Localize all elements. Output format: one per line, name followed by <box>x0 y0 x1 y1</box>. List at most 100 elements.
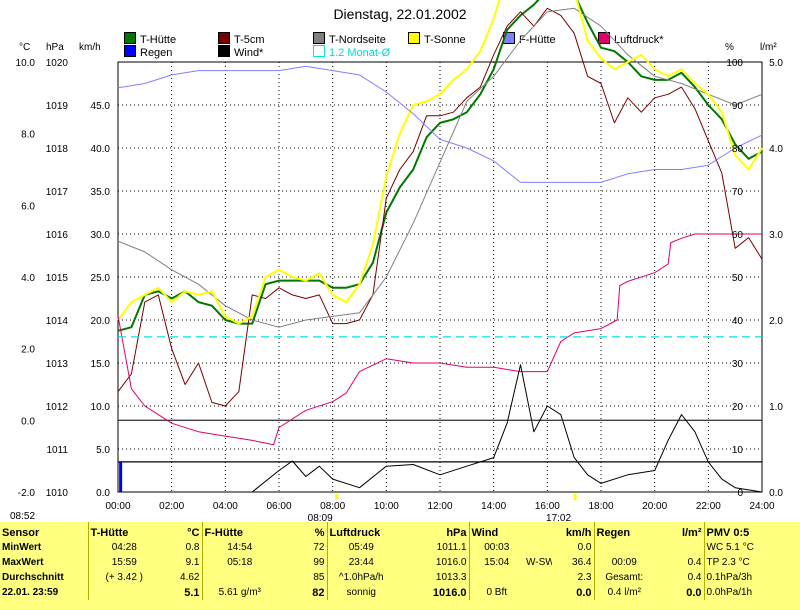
grid <box>117 61 763 493</box>
x-tick-label: 20:00 <box>642 501 667 512</box>
series-line <box>117 0 763 332</box>
col-header-pmv: PMV 0:5 <box>703 522 800 540</box>
col-header-t-huette: T-Hütte <box>87 522 160 540</box>
time-marker-label: 17:02 <box>546 513 571 522</box>
legend-label: T-Hütte <box>140 34 177 46</box>
legend-label: Regen <box>140 47 173 59</box>
stats-row-max: MaxWert 15:59 9.1 05:18 99 23:44 1016.0 … <box>0 555 800 570</box>
f-val: 72 <box>313 542 325 553</box>
time-marker-label: 08:09 <box>308 513 333 522</box>
w-time <box>468 570 524 585</box>
legend-item-t-5cm: T-5cm <box>218 32 265 46</box>
x-tick-label: 00:00 <box>105 501 130 512</box>
chart-title: Dienstag, 22.01.2002 <box>333 6 467 22</box>
row-label: MaxWert <box>2 557 44 568</box>
stats-panel: Sensor T-Hütte °C F-Hütte % Luftdruck hP… <box>0 522 800 610</box>
w-time: 15:04 <box>468 555 524 570</box>
humidity-tick-label: 60 <box>732 230 744 241</box>
w-dir <box>524 585 552 600</box>
rain-tick-label: 4.0 <box>769 144 783 155</box>
legend-swatch <box>408 32 420 44</box>
pressure-tick-label: 1020 <box>46 58 69 69</box>
wind-tick-label: 0.0 <box>96 488 110 499</box>
legend-swatch <box>313 45 325 57</box>
pressure-tick-label: 1015 <box>46 273 69 284</box>
p-val: 1016.0 <box>432 586 467 599</box>
f-val: 99 <box>313 557 325 568</box>
w-val: 0.0 <box>576 586 592 599</box>
r-label: 00:09 <box>593 555 654 570</box>
legend-label: T-Sonne <box>424 34 466 46</box>
humidity-tick-label: 10 <box>732 445 744 456</box>
col-header-p-unit: hPa <box>446 526 467 539</box>
legend-label: T-Nordseite <box>329 34 386 46</box>
legend-label: 1.2 Monat-Ø <box>329 47 391 59</box>
series-line <box>117 0 763 325</box>
temp-tick-label: 0.0 <box>21 416 35 427</box>
legend-swatch <box>598 32 610 44</box>
humidity-tick-label: 70 <box>732 187 744 198</box>
rain-bar <box>119 461 123 492</box>
f-time: 05:18 <box>201 555 277 570</box>
pressure-unit-label: hPa <box>46 42 64 53</box>
x-tick-label: 22:00 <box>696 501 721 512</box>
humidity-tick-label: 80 <box>732 144 744 155</box>
pressure-tick-label: 1018 <box>46 144 69 155</box>
pressure-tick-label: 1012 <box>46 402 69 413</box>
col-header-f-huette: F-Hütte <box>201 522 277 540</box>
stats-header-row: Sensor T-Hütte °C F-Hütte % Luftdruck hP… <box>0 522 800 540</box>
legend-swatch <box>218 45 230 57</box>
series-line <box>117 233 762 446</box>
legend-item-t-sonne: T-Sonne <box>408 32 466 46</box>
x-tick-label: 06:00 <box>266 501 291 512</box>
w-dir <box>524 570 552 585</box>
p-time: 23:44 <box>326 555 395 570</box>
col-header-regen: Regen <box>593 522 654 540</box>
legend-item-luftdruck: Luftdruck* <box>598 32 664 46</box>
series-line <box>117 7 763 407</box>
col-header-sensor: Sensor <box>2 526 40 539</box>
p-val: 1013.3 <box>435 572 467 583</box>
w-val: 36.4 <box>572 557 592 568</box>
t-val: 9.1 <box>185 557 200 568</box>
wind-tick-label: 10.0 <box>91 402 111 413</box>
w-time: 00:03 <box>468 540 524 555</box>
wind-tick-label: 40.0 <box>91 144 111 155</box>
f-time <box>201 570 277 585</box>
row-label: 22.01. 23:59 <box>2 587 59 598</box>
legend-label: Wind* <box>234 47 264 59</box>
x-tick-label: 16:00 <box>535 501 560 512</box>
stats-row-min: MinWert 04:28 0.8 14:54 72 05:49 1011.1 … <box>0 540 800 555</box>
pressure-tick-label: 1017 <box>46 187 69 198</box>
pmv-val: TP 2.3 °C <box>703 555 800 570</box>
rain-tick-label: 1.0 <box>769 402 783 413</box>
r-val: 0.4 <box>687 572 702 583</box>
w-dir <box>524 540 552 555</box>
r-label: Gesamt: <box>593 570 654 585</box>
stats-row-current: 22.01. 23:59 5.1 5.61 g/m³ 82 sonnig 101… <box>0 585 800 600</box>
p-val: 1011.1 <box>436 542 467 553</box>
t-val: 0.8 <box>185 542 200 553</box>
col-header-luftdruck: Luftdruck <box>326 522 395 540</box>
time-marker <box>335 494 339 500</box>
t-time: 15:59 <box>87 555 160 570</box>
series-layer <box>117 0 763 493</box>
r-label <box>593 540 654 555</box>
rain-tick-label: 5.0 <box>769 58 783 69</box>
humidity-tick-label: 20 <box>732 402 744 413</box>
t-time: (+ 3.42 ) <box>87 570 160 585</box>
rain-unit-label: l/m² <box>760 42 777 53</box>
legend-swatch <box>313 32 325 44</box>
legend-item-t-huette: T-Hütte <box>124 32 177 46</box>
time-marker <box>573 494 577 500</box>
humidity-tick-label: 90 <box>732 101 744 112</box>
humidity-tick-label: 0 <box>737 488 743 499</box>
legend-swatch <box>218 32 230 44</box>
legend-label: Luftdruck* <box>614 34 664 46</box>
x-tick-label: 24:00 <box>749 501 774 512</box>
row-label: Durchschnitt <box>2 572 64 583</box>
humidity-tick-label: 100 <box>726 58 743 69</box>
temp-tick-label: 4.0 <box>21 273 35 284</box>
pmv-val: 0.1hPa/3h <box>703 570 800 585</box>
legend-item-regen: Regen <box>124 45 173 59</box>
